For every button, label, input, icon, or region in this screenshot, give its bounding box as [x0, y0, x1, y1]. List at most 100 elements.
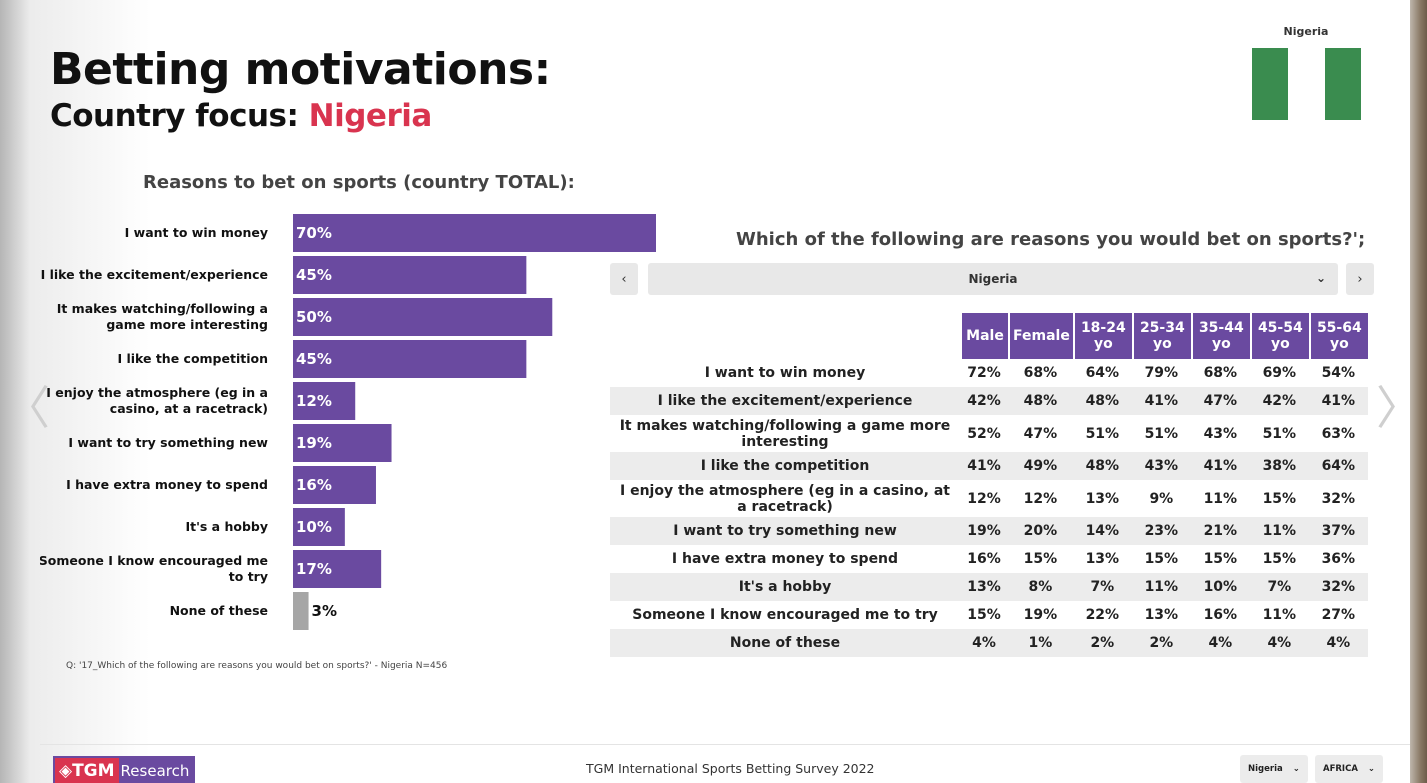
- chevron-down-icon: ⌄: [1315, 271, 1326, 285]
- table-row: I like the competition 41% 49% 48% 43% 41% 38%…: [610, 452, 1368, 480]
- table-cell: 52%: [967, 425, 1001, 442]
- bar-category-label: I have extra money to spend: [66, 477, 268, 492]
- bar: [293, 298, 553, 336]
- table-cell: 63%: [1321, 425, 1356, 442]
- logo-mark: ◈TGM: [55, 758, 119, 783]
- nigeria-flag: [1252, 48, 1361, 120]
- country-select-value: Nigeria: [968, 272, 1018, 286]
- row-label: I have extra money to spend: [671, 551, 899, 567]
- table-cell: 32%: [1308, 573, 1368, 601]
- table-cell: 20%: [1008, 517, 1073, 545]
- table-row: I like the excitement/experience 42% 48% 48…: [610, 387, 1368, 415]
- subtitle-prefix: Country focus:: [50, 98, 309, 134]
- table-cell: 8%: [1008, 573, 1073, 601]
- bar-value-label: 16%: [296, 476, 332, 494]
- country-filter-label: Nigeria: [1248, 764, 1283, 774]
- region-filter-pill[interactable]: AFRICA ⌄: [1315, 755, 1384, 783]
- country-filter-pill[interactable]: Nigeria ⌄: [1240, 755, 1308, 783]
- table-row: I want to try something new 19% 20% 14% 23% 2…: [610, 517, 1368, 545]
- table-cell: 69%: [1262, 365, 1297, 381]
- table-cell: 13%: [960, 573, 1008, 601]
- table-cell: 51%: [1085, 425, 1120, 442]
- table-cell: 68%: [1203, 365, 1238, 381]
- table-cell: 51%: [1144, 425, 1179, 442]
- table-cell: 14%: [1072, 517, 1132, 545]
- table-cell: 9%: [1149, 490, 1174, 507]
- table-row: It's a hobby 13% 8% 7% 11% 10% 7% 32%: [610, 573, 1368, 601]
- country-select[interactable]: Nigeria ⌄: [648, 263, 1338, 295]
- table-cell: 37%: [1308, 517, 1368, 545]
- bar-category-label: It's a hobby: [185, 519, 268, 534]
- next-button[interactable]: ›: [1346, 263, 1374, 295]
- bar-value-label: 10%: [296, 518, 332, 536]
- bar-chart: I want to win money 70% I like the excitem…: [40, 214, 656, 630]
- table-cell: 15%: [1262, 490, 1297, 507]
- table-cell: 15%: [1262, 551, 1297, 567]
- survey-name: TGM International Sports Betting Survey …: [586, 761, 875, 776]
- prev-button[interactable]: ‹: [610, 263, 638, 295]
- table-cell: 10%: [1190, 573, 1250, 601]
- table-cell: 7%: [1249, 573, 1309, 601]
- table-cell: 4%: [1308, 629, 1368, 657]
- bar-category-label: I like the competition: [117, 351, 268, 366]
- table-cell: 41%: [960, 452, 1008, 480]
- table-cell: 27%: [1321, 607, 1356, 623]
- table-cell: 15%: [1144, 551, 1179, 567]
- row-label: It's a hobby: [610, 573, 960, 601]
- table-cell: 4%: [1249, 629, 1309, 657]
- tgm-logo: ◈TGM Research: [53, 756, 196, 783]
- table-cell: 13%: [1085, 551, 1120, 567]
- table-cell: 22%: [1085, 607, 1120, 623]
- bar-category-label: Someone I know encouraged me to try: [40, 553, 268, 584]
- table-cell: 16%: [1203, 607, 1238, 623]
- table-cell: 19%: [960, 517, 1008, 545]
- bar: [293, 424, 392, 462]
- table-cell: 23%: [1131, 517, 1191, 545]
- table-cell: 79%: [1144, 365, 1179, 381]
- table-row: I enjoy the atmosphere (eg in a casino, …: [610, 480, 1368, 517]
- flag-stripe-right: [1324, 48, 1361, 120]
- chevron-right-icon: ›: [1357, 271, 1363, 287]
- table-cell: 32%: [1321, 490, 1356, 507]
- bar: [293, 466, 376, 504]
- table-cell: 47%: [1023, 425, 1058, 442]
- flag-stripe-center: [1288, 48, 1325, 120]
- table-cell: 36%: [1321, 551, 1356, 567]
- bar-value-label: 17%: [296, 560, 332, 578]
- table-cell: 4%: [960, 629, 1008, 657]
- column-header: 55-64 yo: [1308, 313, 1368, 359]
- column-header: 45-54 yo: [1249, 313, 1309, 359]
- previous-slide-arrow-icon[interactable]: 〈: [4, 381, 50, 435]
- table-cell: 48%: [1072, 387, 1132, 415]
- table-cell: 11%: [1203, 490, 1238, 507]
- table-cell: 41%: [1190, 452, 1250, 480]
- bar-category-label: I like the excitement/experience: [41, 267, 268, 282]
- column-header: 18-24 yo: [1072, 313, 1132, 359]
- row-label: I like the excitement/experience: [610, 387, 960, 415]
- table-cell: 51%: [1262, 425, 1297, 442]
- table-cell: 13%: [1085, 490, 1120, 507]
- table-cell: 48%: [1072, 452, 1132, 480]
- bar-value-label: 50%: [296, 308, 332, 326]
- page-title: Betting motivations:: [50, 44, 551, 95]
- table-cell: 16%: [967, 551, 1001, 567]
- column-header: Female: [1008, 313, 1073, 359]
- bar-category-label: I want to try something new: [68, 435, 268, 450]
- logo-text: Research: [118, 758, 194, 783]
- chevron-left-icon: ‹: [621, 271, 627, 287]
- row-label: I enjoy the atmosphere (eg in a casino, …: [620, 482, 950, 515]
- table-cell: 43%: [1203, 425, 1238, 442]
- table-cell: 54%: [1321, 365, 1356, 381]
- table-cell: 13%: [1144, 607, 1179, 623]
- table-cell: 72%: [967, 365, 1001, 381]
- table-cell: 15%: [1023, 551, 1058, 567]
- table-cell: 68%: [1023, 365, 1058, 381]
- bar-value-label: 70%: [296, 224, 332, 242]
- region-filter-label: AFRICA: [1323, 764, 1358, 774]
- table-cell: 48%: [1008, 387, 1073, 415]
- bar-value-label: 12%: [296, 392, 332, 410]
- table-cell: 11%: [1131, 573, 1191, 601]
- table-cell: 11%: [1262, 607, 1297, 623]
- footer-divider: [40, 744, 1410, 745]
